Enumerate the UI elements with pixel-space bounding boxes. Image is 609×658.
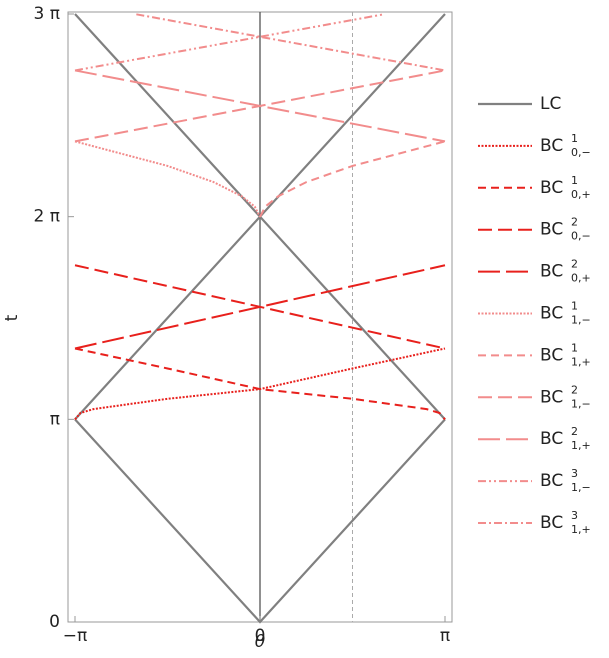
legend-sub: 0,− [571,230,591,243]
series-line [74,264,446,350]
legend-sub: 0,− [571,146,591,159]
legend-label: BC [540,429,563,449]
legend-sup: 2 [571,425,578,438]
legend-sup: 3 [571,509,578,522]
legend-sub: 0,+ [571,188,591,201]
y-tick-label: π [50,409,60,429]
legend-sup: 1 [571,341,578,354]
series-line [259,140,446,218]
series-line [74,140,261,218]
legend-sub: 1,+ [571,523,591,536]
y-tick-label: 3 π [34,4,60,24]
legend-label: BC [540,262,563,282]
legend-name: BC [540,471,563,491]
legend-label: BC [540,513,563,533]
series-line [74,347,446,421]
legend-sup: 2 [571,383,578,396]
legend-sup: 1 [571,174,578,187]
legend-sub: 0,+ [571,272,591,285]
series-line [74,13,384,72]
legend-label: BC [540,220,563,240]
legend-sup: 3 [571,467,578,480]
legend-label: BC [540,136,563,156]
legend-label: BC [540,178,563,198]
legend-label: BC [540,345,563,365]
x-axis-label: θ [255,632,266,652]
legend-sub: 1,− [571,397,591,410]
legend-sub: 1,− [571,481,591,494]
legend-sup: 1 [571,300,578,313]
legend-sub: 1,+ [571,439,591,452]
series-line [136,13,446,72]
legend-name: BC [540,136,563,156]
legend-name: LC [540,94,561,114]
legend-name: BC [540,262,563,282]
legend-name: BC [540,220,563,240]
legend-sub: 1,+ [571,355,591,368]
legend-label: BC [540,471,563,491]
legend-name: BC [540,178,563,198]
y-axis-label: t [2,314,22,321]
legend-label: LC [540,94,561,114]
legend-sup: 2 [571,216,578,229]
legend-sup: 2 [571,258,578,271]
legend-label: BC [540,387,563,407]
legend-label: BC [540,304,563,324]
legend-name: BC [540,387,563,407]
x-tick-label: 0 [255,626,266,646]
legend-name: BC [540,345,563,365]
y-tick-label: 2 π [34,207,60,227]
legend-name: BC [540,429,563,449]
x-tick-label: π [440,626,450,646]
legend-name: BC [540,304,563,324]
y-tick-label: 0 [49,612,60,632]
series-line [74,347,446,421]
x-tick-label: −π [63,626,87,646]
legend-sub: 1,− [571,314,591,327]
series-line [74,69,446,143]
legend-name: BC [540,513,563,533]
legend-sup: 1 [571,132,578,145]
